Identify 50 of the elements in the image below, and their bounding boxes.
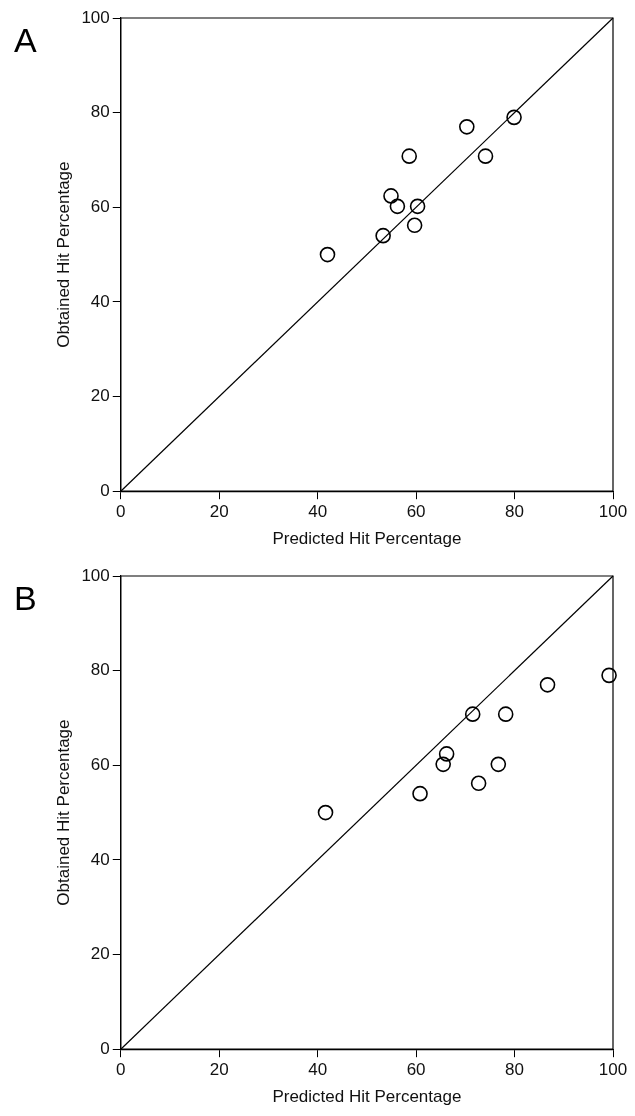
x-tick-label: 100 xyxy=(598,502,628,522)
x-tick-label: 60 xyxy=(406,1060,426,1080)
x-tick-label: 40 xyxy=(308,502,328,522)
x-tick-label: 80 xyxy=(505,502,525,522)
point xyxy=(438,746,455,762)
point xyxy=(383,188,399,204)
point xyxy=(459,119,475,135)
x-tick-label: 80 xyxy=(505,1060,525,1080)
chart-title: B xyxy=(14,579,37,618)
chart-title: A xyxy=(14,21,37,60)
point xyxy=(477,148,494,164)
x-axis-title: Predicted Hit Percentage xyxy=(272,1087,462,1107)
point xyxy=(490,756,507,773)
x-tick-label: 100 xyxy=(598,1060,628,1080)
x-tick-label: 0 xyxy=(116,502,126,522)
point xyxy=(506,109,522,126)
point xyxy=(401,148,418,164)
point xyxy=(412,785,428,802)
x-axis-title: Predicted Hit Percentage xyxy=(272,529,462,549)
y-axis-title: Obtained Hit Percentage xyxy=(53,719,73,906)
y-tick-label: 60 xyxy=(90,754,110,774)
point xyxy=(601,667,617,684)
y-tick-label: 100 xyxy=(81,565,110,585)
x-tick-label: 20 xyxy=(209,1060,229,1080)
point xyxy=(435,756,451,773)
point xyxy=(406,217,423,234)
point xyxy=(470,775,487,792)
y-tick-label: 0 xyxy=(100,480,110,500)
y-tick-label: 80 xyxy=(90,660,110,680)
y-axis-title: Obtained Hit Percentage xyxy=(53,161,73,348)
point xyxy=(317,804,334,821)
point xyxy=(409,198,426,215)
x-tick-label: 0 xyxy=(116,1060,126,1080)
y-tick-label: 40 xyxy=(90,849,110,869)
y-tick-label: 100 xyxy=(81,7,110,27)
x-tick-label: 40 xyxy=(308,1060,328,1080)
y-tick-label: 40 xyxy=(90,291,110,311)
point xyxy=(464,706,481,722)
x-tick-label: 20 xyxy=(209,502,229,522)
y-tick-label: 0 xyxy=(100,1038,110,1058)
y-tick-label: 80 xyxy=(90,102,110,122)
y-tick-label: 20 xyxy=(90,386,110,406)
point xyxy=(375,227,391,244)
y-tick-label: 20 xyxy=(90,944,110,964)
x-tick-label: 60 xyxy=(406,502,426,522)
y-tick-label: 60 xyxy=(90,196,110,216)
point xyxy=(539,677,556,693)
point xyxy=(389,198,406,215)
point xyxy=(319,246,336,263)
point xyxy=(497,706,514,722)
